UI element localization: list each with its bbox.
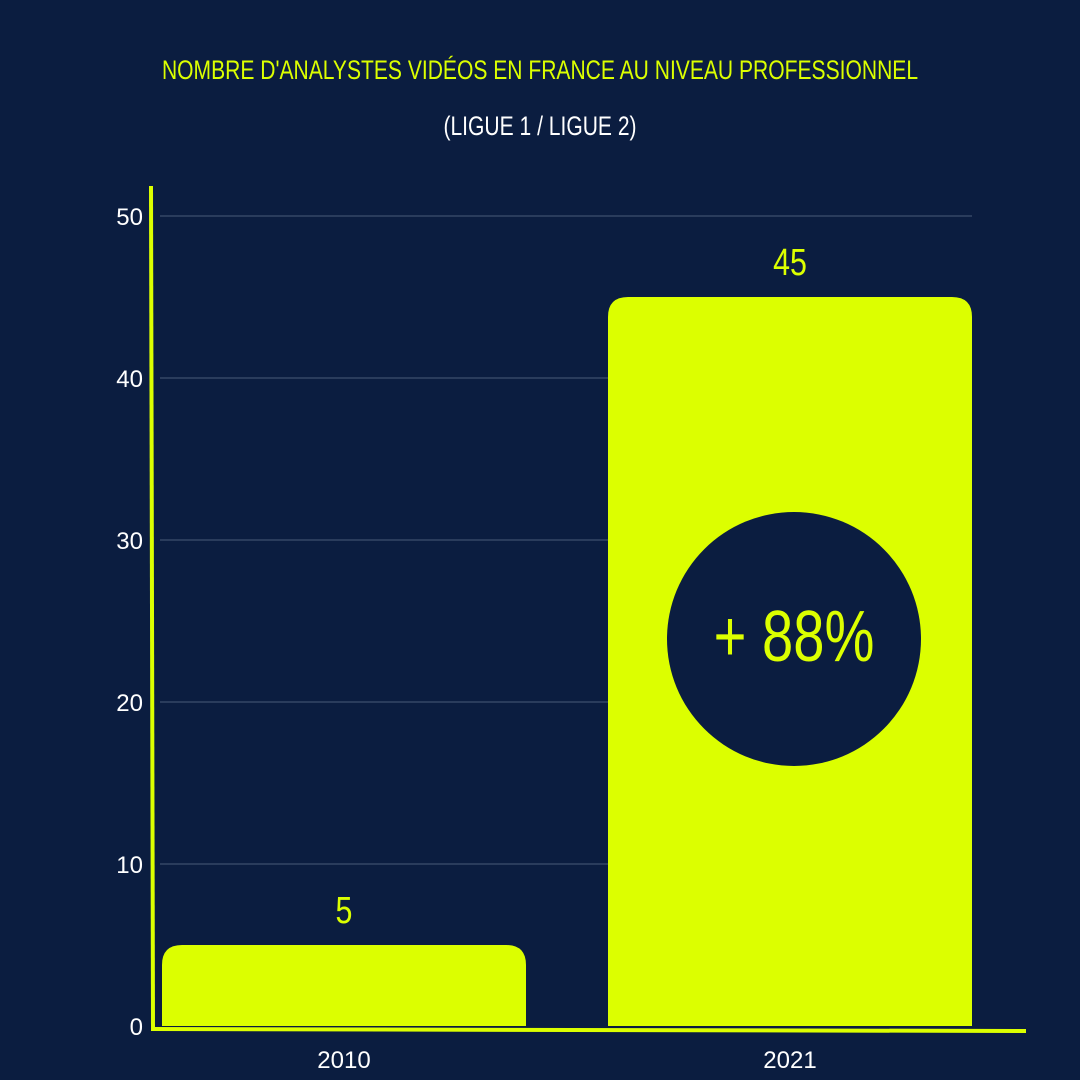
axes <box>149 185 1027 1033</box>
y-tick-label: 30 <box>116 528 143 555</box>
x-tick-label: 2021 <box>763 1047 816 1074</box>
y-tick-label: 0 <box>130 1014 143 1041</box>
y-tick-label: 20 <box>116 690 143 717</box>
y-axis-line <box>149 185 155 1031</box>
data-label-2021: 45 <box>773 242 807 284</box>
data-label-2010: 5 <box>336 890 353 932</box>
growth-badge: + 88% <box>667 512 921 766</box>
y-tick-label: 40 <box>116 366 143 393</box>
chart-subtitle: (LIGUE 1 / LIGUE 2) <box>443 111 637 141</box>
y-tick-label: 10 <box>116 852 143 879</box>
chart-title: NOMBRE D'ANALYSTES VIDÉOS EN FRANCE AU N… <box>161 55 919 85</box>
x-tick-label: 2010 <box>317 1047 370 1074</box>
y-axis-ticks: 0 10 20 30 40 50 <box>116 204 143 1041</box>
data-labels: 5 45 <box>336 242 807 932</box>
y-tick-label: 50 <box>116 204 143 231</box>
x-axis-line <box>150 1027 1027 1033</box>
growth-badge-label: + 88% <box>714 596 875 676</box>
growth-badge-circle <box>667 512 921 766</box>
x-axis-ticks: 2010 2021 <box>317 1047 816 1074</box>
bar-2010 <box>162 945 526 1026</box>
